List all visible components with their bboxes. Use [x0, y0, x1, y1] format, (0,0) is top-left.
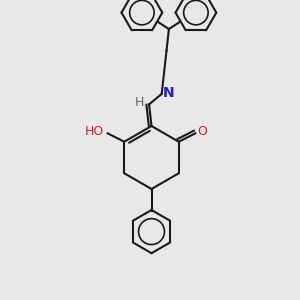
- Text: O: O: [197, 125, 207, 138]
- Text: N: N: [163, 86, 175, 100]
- Text: HO: HO: [85, 125, 104, 138]
- Text: H: H: [135, 95, 144, 109]
